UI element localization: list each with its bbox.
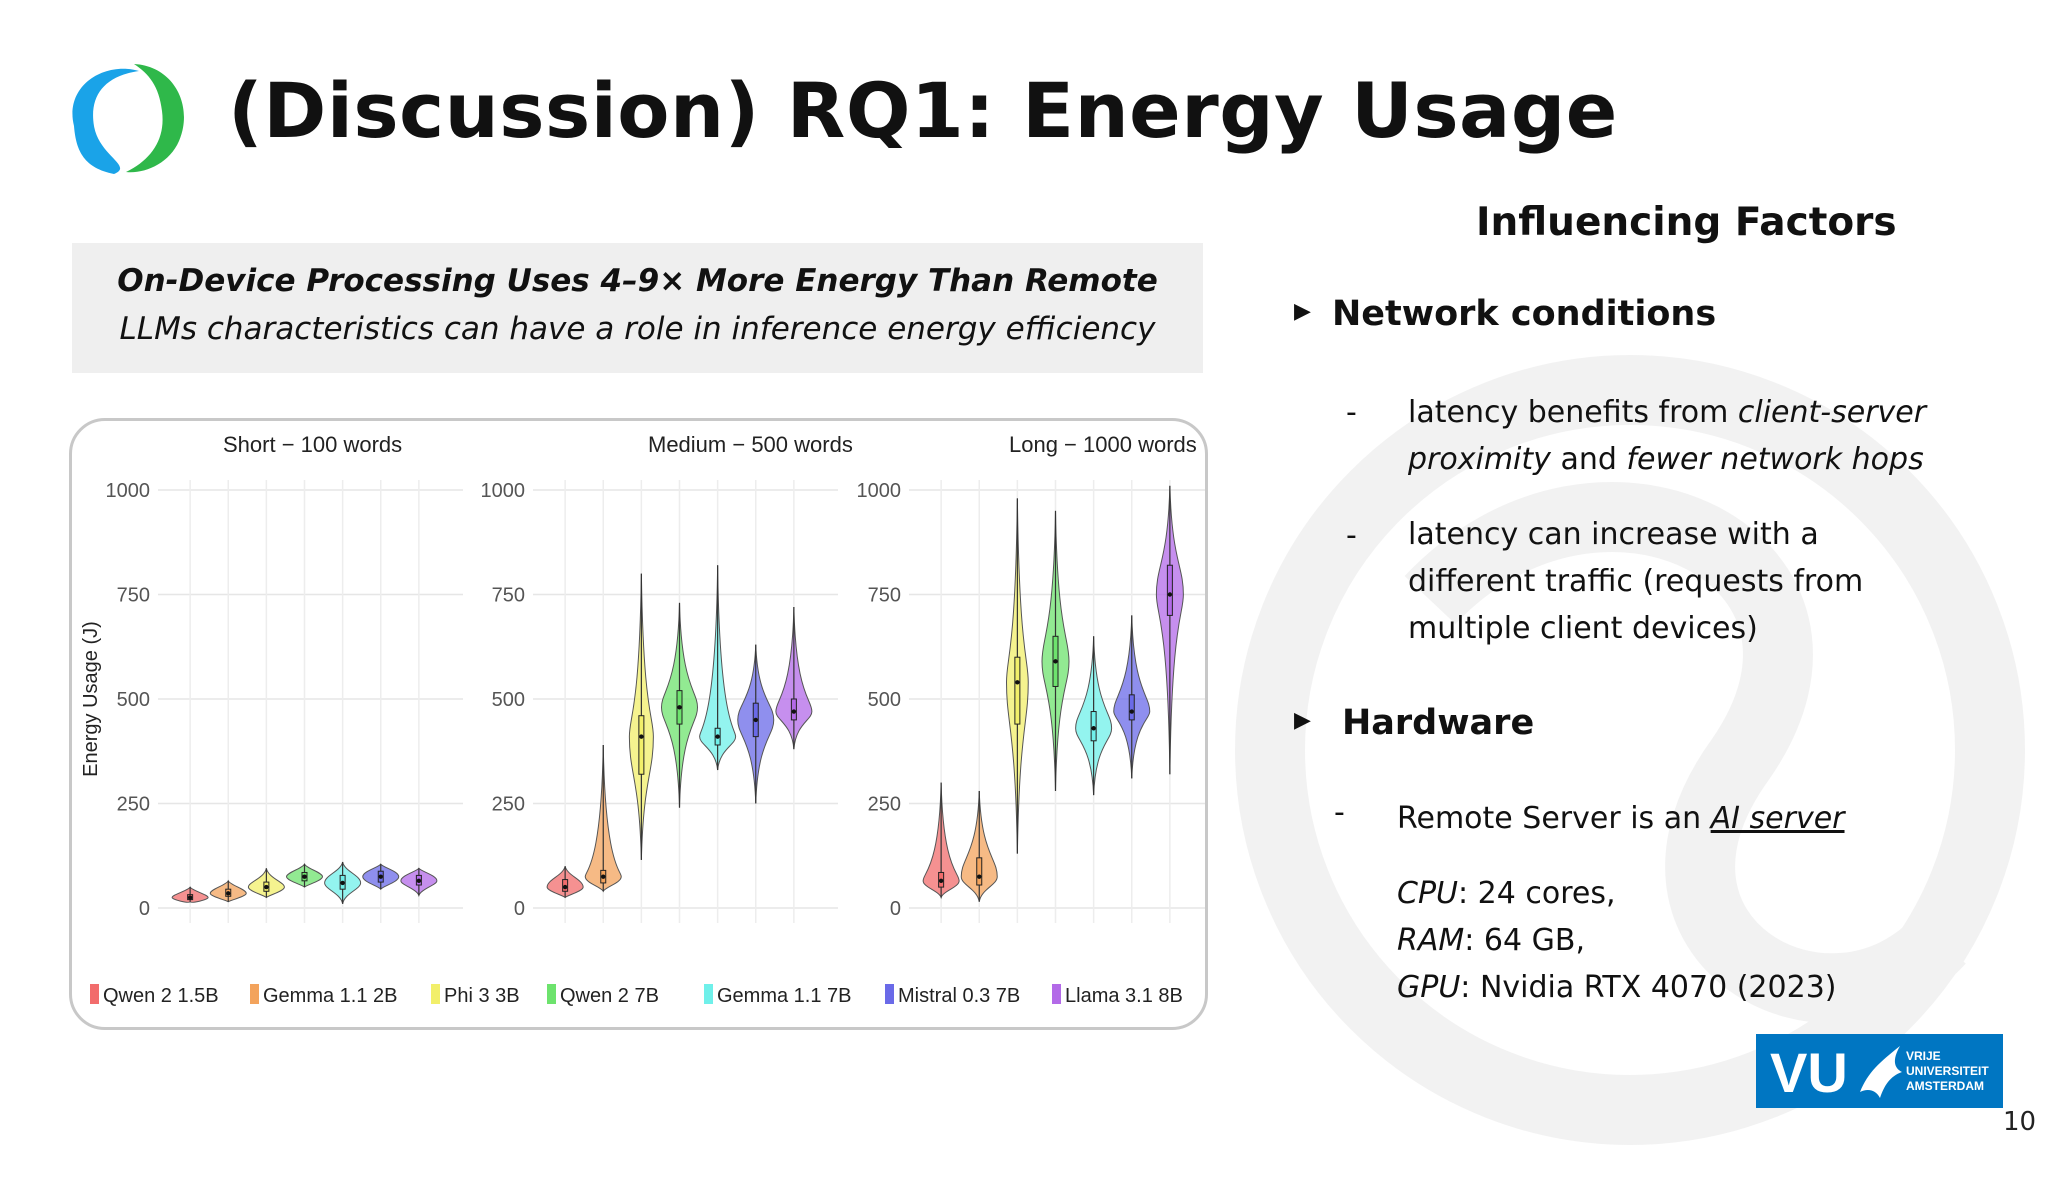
- violin-median: [1091, 726, 1096, 731]
- violin-median: [1015, 680, 1020, 685]
- violin-median: [977, 874, 982, 879]
- legend-swatch: [250, 984, 259, 1004]
- y-tick-label: 500: [117, 689, 150, 711]
- hardware-bullet: ▶ Hardware: [1294, 703, 1534, 743]
- network-point-1: latency benefits from client-server prox…: [1408, 395, 1927, 477]
- violin-median: [1053, 659, 1058, 664]
- violin-median: [715, 734, 720, 739]
- legend-label: Qwen 2 7B: [560, 985, 659, 1007]
- violin-median: [416, 878, 422, 884]
- legend-swatch: [1052, 984, 1061, 1004]
- y-tick-label: 750: [117, 585, 150, 607]
- s2-logo: S2: [72, 64, 184, 174]
- hardware-heading: Hardware: [1342, 703, 1535, 743]
- y-tick-label: 500: [492, 689, 525, 711]
- panel-title: Long − 1000 words: [1009, 432, 1197, 457]
- legend-swatch: [431, 984, 440, 1004]
- violin-box: [976, 857, 983, 886]
- remote-server-text: Remote Server is an AI server: [1397, 801, 1845, 836]
- legend-swatch: [704, 984, 713, 1004]
- page-number: 10: [2003, 1107, 2037, 1137]
- legend-swatch: [90, 984, 99, 1004]
- network-point-2: latency can increase with a different tr…: [1408, 517, 1864, 646]
- legend-label: Gemma 1.1 2B: [263, 985, 398, 1007]
- legend-swatch: [547, 984, 556, 1004]
- violin-median: [562, 884, 568, 890]
- callout-headline: On-Device Processing Uses 4–9× More Ener…: [117, 263, 1158, 299]
- chart-frame: Energy Usage (J) Short − 100 words 0 250 500…: [69, 418, 1208, 1030]
- violin-median: [1129, 709, 1134, 714]
- vu-wordmark: VRIJE UNIVERSITEIT AMSTERDAM: [1906, 1049, 1989, 1093]
- legend-label: Mistral 0.3 7B: [898, 985, 1020, 1007]
- violin-median: [938, 878, 944, 884]
- slide-title: (Discussion) RQ1: Energy Usage: [228, 66, 1618, 155]
- y-tick-label: 0: [139, 898, 150, 920]
- legend-label: Qwen 2 1.5B: [103, 985, 219, 1007]
- violin-median: [302, 874, 307, 879]
- callout-subline: LLMs characteristics can have a role in …: [119, 311, 1156, 347]
- y-tick-label: 1000: [857, 480, 902, 502]
- griffin-icon: [1860, 1046, 1902, 1098]
- triangle-bullet-icon: ▶: [1294, 707, 1311, 733]
- legend-label: Llama 3.1 8B: [1065, 985, 1183, 1007]
- vu-mark: VU: [1770, 1041, 1848, 1104]
- violin-median: [187, 895, 193, 900]
- violin-median: [677, 705, 682, 710]
- violin-median: [791, 709, 797, 714]
- violin-median: [378, 874, 383, 879]
- legend-swatch: [885, 984, 894, 1004]
- violin-median: [601, 874, 606, 879]
- legend-label: Gemma 1.1 7B: [717, 985, 852, 1007]
- energy-violin-chart: Energy Usage (J) Short − 100 words 0 250 500…: [80, 432, 1205, 1007]
- violin-box: [638, 715, 645, 775]
- cpu-spec: CPU: 24 cores,: [1397, 876, 1616, 911]
- y-tick-label: 0: [514, 898, 525, 920]
- panel-title: Medium − 500 words: [648, 432, 853, 457]
- legend-label: Phi 3 3B: [444, 985, 520, 1007]
- y-tick-label: 500: [868, 689, 901, 711]
- callout-box: On-Device Processing Uses 4–9× More Ener…: [72, 243, 1203, 373]
- y-tick-label: 1000: [106, 480, 151, 502]
- network-heading: Network conditions: [1332, 294, 1717, 334]
- y-axis-label: Energy Usage (J): [80, 621, 102, 777]
- y-tick-label: 250: [492, 794, 525, 816]
- background-watermark: [1235, 355, 2025, 1145]
- y-tick-label: 0: [890, 898, 901, 920]
- violin-median: [226, 891, 231, 896]
- factors-title: Influencing Factors: [1476, 200, 1897, 245]
- y-tick-label: 1000: [481, 480, 526, 502]
- violin-median: [264, 884, 269, 890]
- panel-title: Short − 100 words: [223, 432, 402, 457]
- gpu-spec: GPU: Nvidia RTX 4070 (2023): [1397, 970, 1837, 1005]
- ai-server-link[interactable]: AI server: [1710, 801, 1845, 836]
- dash-marker: -: [1346, 518, 1357, 553]
- network-bullet: ▶ Network conditions: [1294, 294, 1716, 334]
- y-tick-label: 750: [868, 585, 901, 607]
- violin-box: [1166, 564, 1173, 616]
- dash-marker: -: [1346, 395, 1357, 430]
- violin-median: [1167, 592, 1173, 597]
- y-tick-label: 750: [492, 585, 525, 607]
- dash-marker: -: [1334, 795, 1345, 830]
- logo-text: S2: [97, 96, 159, 147]
- ram-spec: RAM: 64 GB,: [1397, 923, 1585, 958]
- violin-box: [1128, 694, 1135, 721]
- triangle-bullet-icon: ▶: [1294, 298, 1311, 324]
- y-tick-label: 250: [117, 794, 150, 816]
- violin-median: [639, 734, 644, 739]
- y-tick-label: 250: [868, 794, 901, 816]
- vu-amsterdam-logo: VU VRIJE UNIVERSITEIT AMSTERDAM: [1756, 1034, 2003, 1108]
- violin-median: [340, 880, 345, 886]
- violin-box: [1014, 656, 1021, 725]
- violin-median: [753, 717, 758, 723]
